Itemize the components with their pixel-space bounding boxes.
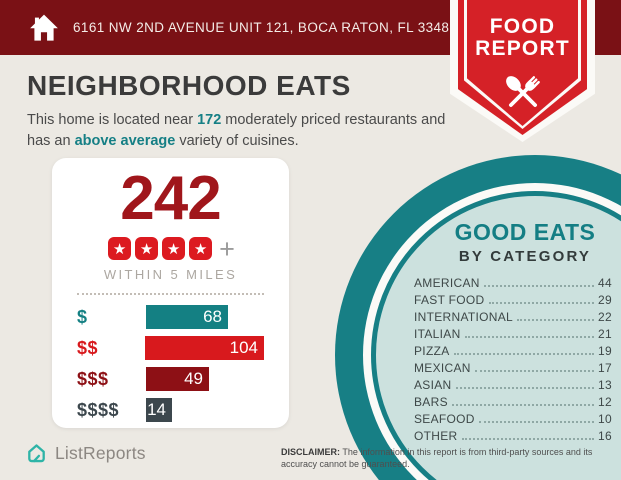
dotted-leader xyxy=(478,421,595,423)
category-row: BARS 12 xyxy=(414,396,612,408)
category-row: OTHER 16 xyxy=(414,430,612,442)
dotted-leader xyxy=(483,285,595,287)
radius-label: WITHIN 5 MILES xyxy=(103,267,238,282)
dotted-leader xyxy=(461,438,595,440)
category-row: ITALIAN 21 xyxy=(414,328,612,340)
category-row: AMERICAN 44 xyxy=(414,277,612,289)
good-eats-title: GOOD EATS xyxy=(454,219,596,245)
category-name: INTERNATIONAL xyxy=(414,310,514,324)
divider xyxy=(77,293,264,295)
price-bar-row: $68 xyxy=(77,305,264,329)
price-bar-row: $$ 104 xyxy=(77,336,264,360)
category-count: 12 xyxy=(598,395,612,409)
star-icon: ★ xyxy=(108,237,132,260)
property-address: 6161 NW 2ND AVENUE UNIT 121, BOCA RATON,… xyxy=(73,20,458,35)
listreports-brand: ListReports xyxy=(25,442,146,465)
dotted-leader xyxy=(474,370,595,372)
badge-body: FOOD REPORT xyxy=(458,0,587,135)
dotted-leader xyxy=(517,319,595,321)
category-name: ITALIAN xyxy=(414,327,461,341)
food-report-badge: FOOD REPORT xyxy=(450,0,595,142)
price-bar: 49 xyxy=(146,367,209,391)
total-restaurants: 242 xyxy=(120,164,221,233)
dotted-leader xyxy=(464,336,595,338)
category-row: INTERNATIONAL 22 xyxy=(414,311,612,323)
stats-card: 242 ★ ★ ★ ★ + WITHIN 5 MILES $68 $$ 104 $$$ 49 $$… xyxy=(52,158,289,428)
disclaimer: DISCLAIMER: The information in this repo… xyxy=(281,446,615,470)
category-list: AMERICAN 44 FAST FOOD 29 INTERNATIONAL 22 ITAL… xyxy=(414,277,612,447)
price-tier-label: $$$$ xyxy=(77,399,120,420)
disclaimer-text: The information in this report is from t… xyxy=(281,447,593,470)
category-count: 29 xyxy=(598,293,612,307)
price-bar: 104 xyxy=(145,336,264,360)
listreports-brand-name: ListReports xyxy=(55,443,146,463)
price-bar-chart: $68 $$ 104 $$$ 49 $$$$ 14 xyxy=(77,305,264,422)
category-row: FAST FOOD 29 xyxy=(414,294,612,306)
category-count: 10 xyxy=(598,412,612,426)
intro-stat: 172 xyxy=(197,112,222,128)
category-count: 22 xyxy=(598,310,612,324)
category-name: BARS xyxy=(414,395,448,409)
plus-sign: + xyxy=(219,233,235,264)
badge-core: FOOD REPORT xyxy=(467,0,578,126)
intro-part3: variety of cuisines. xyxy=(175,132,299,149)
intro-part2: moderately priced restaurants and has an xyxy=(27,112,446,149)
category-count: 21 xyxy=(598,327,612,341)
star-icon: ★ xyxy=(162,237,186,260)
intro-part1: This home is located near xyxy=(27,112,198,128)
intro-highlight: above average xyxy=(74,132,176,149)
star-icon: ★ xyxy=(189,237,213,260)
category-row: ASIAN 13 xyxy=(414,379,612,391)
dotted-leader xyxy=(451,404,595,406)
badge-inner-outline: FOOD REPORT xyxy=(464,0,581,129)
price-tier-label: $$$ xyxy=(77,368,109,389)
badge-title-line1: FOOD xyxy=(489,15,556,38)
intro-text: This home is located near 172 moderately… xyxy=(27,110,459,151)
page-title: NEIGHBORHOOD EATS xyxy=(27,70,351,101)
listreports-logo-icon xyxy=(28,444,45,463)
category-name: PIZZA xyxy=(414,344,450,358)
category-name: ASIAN xyxy=(414,378,452,392)
category-count: 19 xyxy=(598,344,612,358)
price-bar: 14 xyxy=(146,398,172,422)
star-rating: ★ ★ ★ ★ + xyxy=(77,233,264,264)
category-count: 16 xyxy=(598,429,612,443)
home-icon xyxy=(30,14,58,41)
price-bar-row: $$$$ 14 xyxy=(77,398,264,422)
disclaimer-label: DISCLAIMER: xyxy=(281,447,340,457)
badge-outer-border: FOOD REPORT xyxy=(450,0,595,142)
category-count: 44 xyxy=(598,276,612,290)
category-name: SEAFOOD xyxy=(414,412,475,426)
category-count: 13 xyxy=(598,378,612,392)
category-name: AMERICAN xyxy=(414,276,480,290)
category-row: MEXICAN 17 xyxy=(414,362,612,374)
category-name: MEXICAN xyxy=(414,361,471,375)
spoon-fork-icon xyxy=(505,75,540,107)
category-name: OTHER xyxy=(414,429,458,443)
category-count: 17 xyxy=(598,361,612,375)
star-icon: ★ xyxy=(135,237,159,260)
price-bar: 68 xyxy=(146,305,228,329)
dotted-leader xyxy=(453,353,595,355)
good-eats-subtitle: BY CATEGORY xyxy=(458,248,592,265)
badge-title-line2: REPORT xyxy=(475,36,570,60)
dotted-leader xyxy=(488,302,595,304)
price-bar-row: $$$ 49 xyxy=(77,367,264,391)
good-eats-header: GOOD EATS BY CATEGORY xyxy=(425,219,621,265)
price-tier-label: $$ xyxy=(77,337,99,358)
category-row: PIZZA 19 xyxy=(414,345,612,357)
price-tier-label: $ xyxy=(77,306,88,327)
category-row: SEAFOOD 10 xyxy=(414,413,612,425)
dotted-leader xyxy=(455,387,595,389)
category-name: FAST FOOD xyxy=(414,293,485,307)
